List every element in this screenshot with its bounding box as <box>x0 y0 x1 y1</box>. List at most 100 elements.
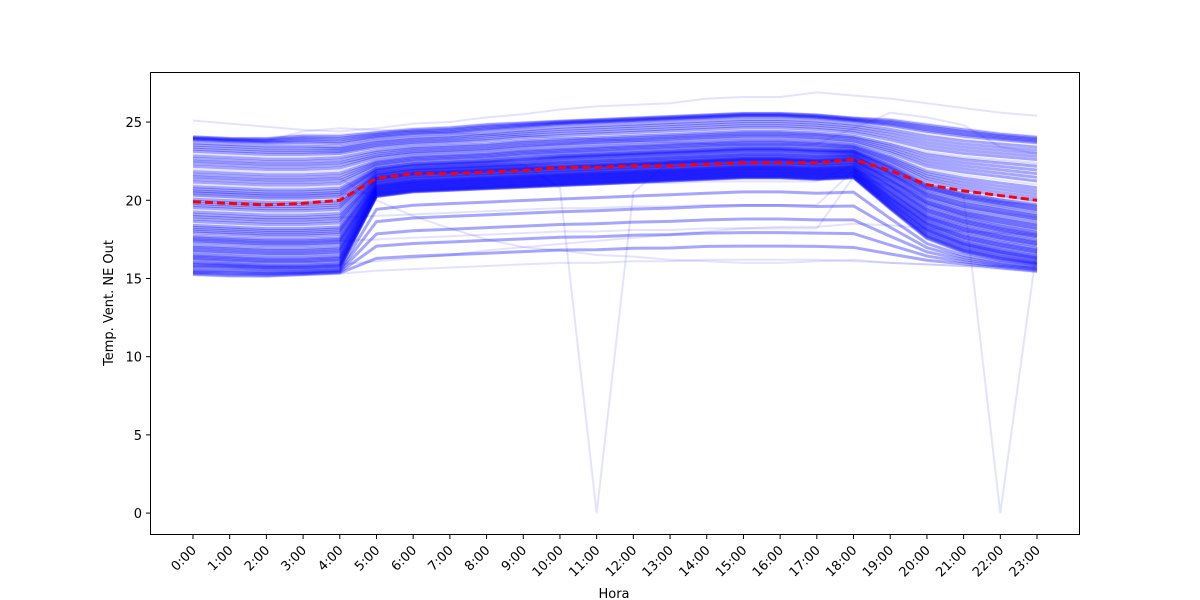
mean-series-group <box>192 158 1038 207</box>
daily-series-line-22 <box>192 222 1038 267</box>
daily-series-line-13 <box>193 177 1038 272</box>
daily-series-band-line <box>192 167 1038 251</box>
daily-series-band-line <box>192 166 1038 247</box>
daily-series-band-line <box>192 172 1038 262</box>
daily-series-band-line <box>192 162 1038 239</box>
y-axis: 0 5 10 15 20 25 <box>125 116 150 522</box>
daily-series-line-9 <box>192 164 1038 241</box>
daily-series-band-line <box>192 129 1038 168</box>
y-axis-label: Temp. Vent. NE Out <box>102 240 117 367</box>
daily-series-line-2 <box>192 116 1038 147</box>
daily-series-band-line <box>192 124 1038 158</box>
plot-frame <box>150 72 1080 535</box>
daily-series-band-line <box>192 176 1038 272</box>
daily-series-band-line <box>192 112 1038 142</box>
y-tick-label: 5 <box>134 429 142 444</box>
daily-series-band-line <box>192 120 1038 152</box>
daily-series-band-line <box>192 144 1038 202</box>
y-tick-label: 20 <box>125 194 142 209</box>
daily-series-line-1 <box>192 111 1038 139</box>
daily-series-band-line <box>192 173 1038 265</box>
daily-series-band-line <box>192 161 1038 236</box>
daily-series-band-line <box>192 154 1038 221</box>
daily-series-line-0 <box>192 91 1038 133</box>
daily-series-band-line <box>192 151 1038 216</box>
daily-series-band-line <box>192 153 1038 219</box>
daily-series-line-17 <box>192 163 1038 206</box>
daily-series-band-line <box>192 203 1038 275</box>
daily-series-band-line <box>192 165 1038 244</box>
daily-series-band-line <box>192 113 1038 143</box>
daily-series-band-line <box>192 142 1038 199</box>
daily-series-band-line <box>192 141 1038 196</box>
daily-series-band-line <box>192 175 1038 270</box>
daily-series-band-line <box>192 174 1038 267</box>
daily-series-line-3 <box>192 128 1038 164</box>
daily-series-band-line <box>192 163 1038 240</box>
daily-series-line-11 <box>192 171 1038 258</box>
daily-series-band-line <box>192 157 1038 227</box>
daily-series-band-line <box>192 190 1038 274</box>
daily-series-line-7 <box>192 157 1038 224</box>
mean-series-line <box>192 158 1038 207</box>
daily-series-band-line <box>192 168 1038 252</box>
daily-series-band-line <box>192 158 1038 229</box>
daily-series-band-line <box>192 231 1038 277</box>
daily-series-line-5 <box>192 146 1038 205</box>
daily-series-band-line <box>192 169 1038 255</box>
daily-series-line-12 <box>192 174 1038 266</box>
daily-series-group <box>192 91 1038 514</box>
daily-series-line-23 <box>192 111 1038 155</box>
daily-series-band-line <box>192 136 1038 183</box>
daily-series-band-line <box>192 171 1038 260</box>
daily-series-band-line <box>192 217 1038 276</box>
daily-series-band-line <box>192 174 1038 268</box>
daily-series-line-14 <box>192 258 1038 278</box>
daily-series-band-line <box>192 146 1038 207</box>
daily-series-band-line <box>192 244 1038 278</box>
daily-series-line-20 <box>192 153 1038 514</box>
daily-series-line-16 <box>192 169 1038 221</box>
daily-series-band-line <box>192 170 1038 257</box>
daily-series-band-line <box>192 157 1038 226</box>
daily-series-line-15 <box>192 175 1038 244</box>
daily-series-band-line <box>192 160 1038 235</box>
daily-series-band-line <box>192 161 1038 237</box>
daily-series-band-line <box>192 115 1038 146</box>
daily-series-band-line <box>192 139 1038 190</box>
daily-series-band-line <box>192 152 1038 218</box>
daily-series-band-line <box>192 126 1038 162</box>
daily-series-band-line <box>192 166 1038 248</box>
daily-series-band-line <box>192 171 1038 261</box>
daily-series-band-line <box>192 169 1038 254</box>
daily-series-band-line <box>192 111 1038 141</box>
daily-series-line-4 <box>192 138 1038 186</box>
daily-series-band-line <box>192 133 1038 176</box>
x-axis-label: Hora <box>598 587 629 600</box>
y-tick-label: 0 <box>134 507 142 522</box>
daily-series-band-line <box>192 159 1038 232</box>
daily-series-band-line <box>192 122 1038 155</box>
daily-series-band-line <box>192 175 1038 271</box>
daily-series-line-8 <box>192 160 1038 233</box>
daily-series-band-line <box>192 117 1038 149</box>
daily-series-band-line <box>192 131 1038 172</box>
daily-series-line-18 <box>192 133 1038 166</box>
daily-series-band-line <box>192 147 1038 210</box>
daily-series-band-line <box>192 140 1038 193</box>
daily-series-line-21 <box>192 175 1038 269</box>
daily-series-band-line <box>192 134 1038 179</box>
daily-series-band-line <box>192 114 1038 144</box>
daily-series-band-line <box>192 172 1038 264</box>
daily-series-band-line <box>192 158 1038 230</box>
daily-series-line-10 <box>192 167 1038 249</box>
y-tick-label: 10 <box>125 351 142 366</box>
daily-series-band-line <box>192 164 1038 243</box>
daily-series-band-line <box>192 165 1038 245</box>
daily-series-band-line <box>192 155 1038 223</box>
y-tick-label: 25 <box>125 116 142 131</box>
y-tick-label: 15 <box>125 272 142 287</box>
daily-series-band-line <box>192 147 1038 209</box>
